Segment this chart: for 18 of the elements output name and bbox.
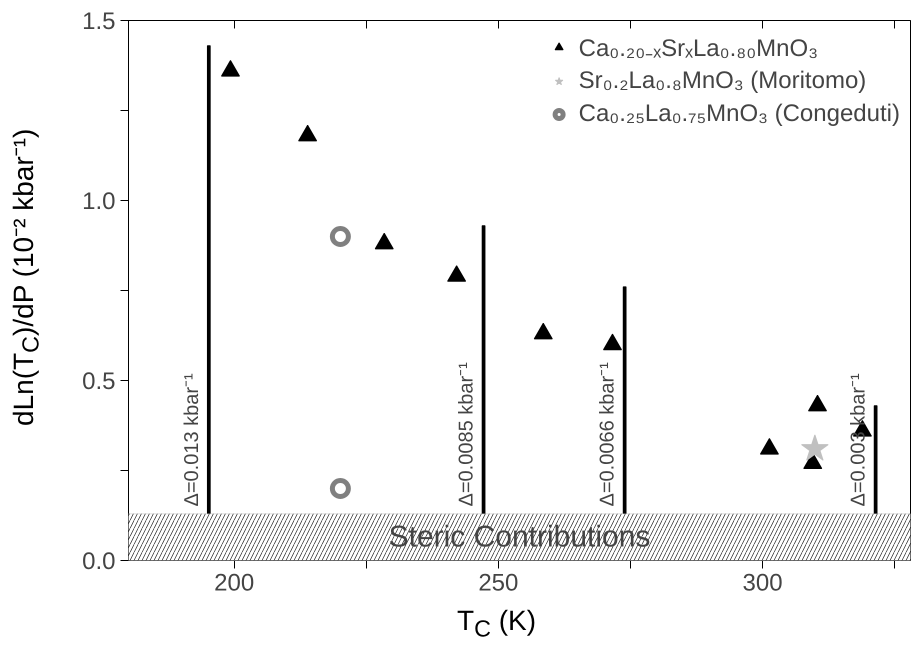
bar bbox=[206, 45, 211, 514]
y-tick-label: 0.0 bbox=[82, 548, 116, 575]
y-tick-label: 1.5 bbox=[82, 8, 116, 35]
legend-label: Sr₀.₂La₀.₈MnO₃ (Moritomo) bbox=[578, 66, 866, 96]
x-tick-label: 250 bbox=[478, 570, 518, 596]
x-tick-label: 200 bbox=[214, 570, 254, 596]
annotation: Δ=0.0085 kbar⁻¹ bbox=[456, 362, 478, 506]
bar bbox=[874, 405, 878, 514]
legend-label: Ca₀.₂₀₋ₓSrₓLa₀.₈₀MnO₃ bbox=[578, 34, 818, 63]
x-tick-label: 300 bbox=[742, 570, 783, 596]
legend-label: Ca₀.₂₅La₀.₇₅MnO₃ (Congeduti) bbox=[578, 99, 900, 129]
annotation: Δ=0.003 kbar⁻¹ bbox=[848, 372, 870, 506]
x-axis-title: T$_{C}$ (K) bbox=[456, 605, 538, 643]
annotation: Δ=0.013 kbar⁻¹ bbox=[180, 372, 203, 506]
y-tick-label: 0.5 bbox=[82, 368, 116, 395]
annotation: Δ=0.0066 kbar⁻¹ bbox=[596, 362, 619, 506]
bar bbox=[482, 225, 486, 514]
y-tick-label: 1.0 bbox=[82, 188, 116, 215]
